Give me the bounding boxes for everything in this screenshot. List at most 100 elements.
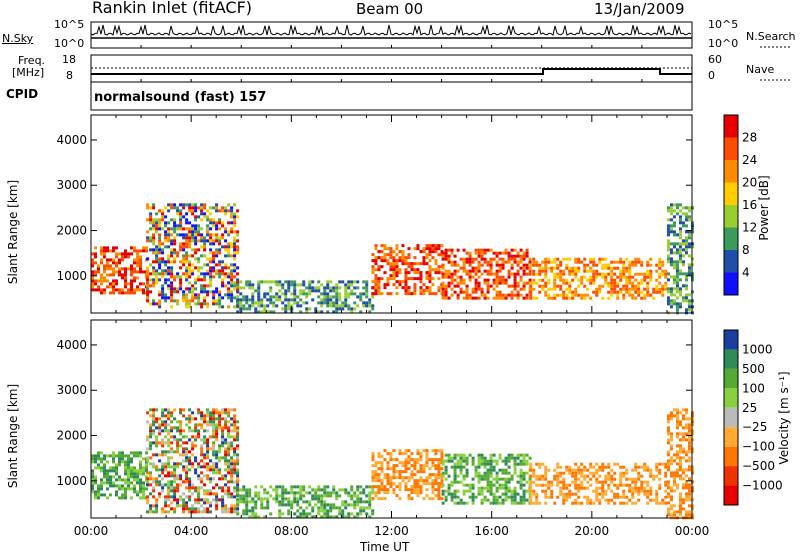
- velocity-echo-cell: [185, 423, 189, 427]
- velocity-echo-cell: [191, 483, 195, 487]
- velocity-echo-cell: [167, 411, 171, 415]
- velocity-echo-cell: [687, 504, 691, 508]
- power-echo-cell: [146, 269, 150, 273]
- power-echo-cell: [179, 287, 183, 291]
- velocity-echo-cell: [519, 462, 523, 466]
- velocity-echo-cell: [176, 501, 180, 505]
- power-echo-cell: [233, 305, 237, 309]
- nave-label: Nave: [746, 63, 775, 76]
- power-echo-cell: [562, 272, 566, 276]
- velocity-echo-cell: [513, 465, 517, 469]
- velocity-echo-cell: [492, 477, 496, 481]
- velocity-echo-cell: [389, 482, 393, 486]
- power-echo-cell: [550, 296, 554, 300]
- power-echo-cell: [522, 266, 526, 270]
- power-echo-cell: [164, 236, 168, 240]
- power-echo-cell: [326, 304, 330, 308]
- velocity-echo-cell: [565, 468, 569, 472]
- velocity-echo-cell: [281, 500, 285, 504]
- velocity-echo-cell: [681, 477, 685, 481]
- velocity-echo-cell: [637, 498, 641, 502]
- velocity-echo-cell: [314, 503, 318, 507]
- velocity-echo-cell: [516, 480, 520, 484]
- velocity-echo-cell: [164, 453, 168, 457]
- power-echo-cell: [652, 290, 656, 294]
- velocity-echo-cell: [227, 441, 231, 445]
- power-echo-cell: [595, 272, 599, 276]
- velocity-echo-cell: [577, 486, 581, 490]
- power-echo-cell: [440, 271, 444, 275]
- power-echo-cell: [176, 254, 180, 258]
- power-echo-cell: [504, 281, 508, 285]
- velocity-echo-cell: [619, 483, 623, 487]
- power-echo-cell: [468, 263, 472, 267]
- velocity-echo-cell: [377, 467, 381, 471]
- power-echo-cell: [335, 307, 339, 311]
- power-echo-cell: [498, 266, 502, 270]
- power-echo-cell: [191, 293, 195, 297]
- power-echo-cell: [191, 239, 195, 243]
- power-echo-cell: [155, 281, 159, 285]
- velocity-echo-cell: [191, 453, 195, 457]
- x-tick-label: 12:00: [374, 524, 409, 538]
- power-echo-cell: [398, 259, 402, 263]
- power-echo-cell: [161, 248, 165, 252]
- power-echo-cell: [529, 284, 533, 288]
- power-echo-cell: [501, 257, 505, 261]
- velocity-echo-cell: [100, 481, 103, 485]
- power-echo-cell: [619, 257, 623, 261]
- power-echo-cell: [221, 260, 225, 264]
- power-echo-cell: [206, 293, 210, 297]
- power-echo-cell: [601, 266, 605, 270]
- power-echo-cell: [191, 212, 195, 216]
- power-echo-cell: [622, 260, 626, 264]
- velocity-echo-cell: [230, 462, 234, 466]
- velocity-echo-cell: [404, 482, 408, 486]
- power-echo-cell: [230, 290, 234, 294]
- velocity-echo-cell: [459, 459, 463, 463]
- velocity-echo-cell: [203, 489, 207, 493]
- power-echo-cell: [155, 272, 159, 276]
- velocity-echo-cell: [380, 455, 384, 459]
- velocity-echo-cell: [194, 456, 198, 460]
- power-echo-cell: [365, 292, 369, 296]
- velocity-echo-cell: [604, 474, 608, 478]
- power-echo-cell: [519, 287, 523, 291]
- power-echo-cell: [149, 290, 153, 294]
- velocity-echo-cell: [263, 497, 267, 501]
- power-echo-cell: [571, 269, 575, 273]
- velocity-echo-cell: [188, 498, 192, 502]
- power-echo-cell: [522, 269, 526, 273]
- power-echo-cell: [179, 203, 183, 207]
- power-echo-cell: [607, 266, 611, 270]
- velocity-echo-cell: [643, 462, 647, 466]
- power-echo-cell: [522, 257, 526, 261]
- velocity-echo-cell: [492, 498, 496, 502]
- power-echo-region: [91, 246, 148, 295]
- power-echo-cell: [598, 287, 602, 291]
- power-echo-cell: [287, 280, 291, 284]
- velocity-echo-cell: [155, 408, 159, 412]
- velocity-echo-cell: [598, 498, 602, 502]
- velocity-echo-cell: [118, 496, 121, 500]
- velocity-echo-cell: [206, 429, 210, 433]
- power-echo-cell: [290, 283, 294, 287]
- power-echo-cell: [200, 272, 204, 276]
- velocity-echo-cell: [678, 468, 682, 472]
- velocity-echo-cell: [453, 489, 457, 493]
- velocity-echo-cell: [507, 477, 511, 481]
- power-echo-cell: [112, 291, 115, 295]
- power-echo-cell: [167, 233, 171, 237]
- velocity-echo-cell: [109, 481, 112, 485]
- velocity-echo-cell: [221, 432, 225, 436]
- power-echo-cell: [646, 275, 650, 279]
- velocity-echo-cell: [136, 478, 139, 482]
- power-echo-cell: [139, 282, 142, 286]
- power-echo-cell: [422, 259, 426, 263]
- power-echo-cell: [139, 267, 142, 271]
- velocity-echo-cell: [212, 432, 216, 436]
- power-echo-cell: [392, 256, 396, 260]
- velocity-echo-cell: [146, 438, 150, 442]
- velocity-echo-cell: [583, 474, 587, 478]
- power-echo-cell: [215, 290, 219, 294]
